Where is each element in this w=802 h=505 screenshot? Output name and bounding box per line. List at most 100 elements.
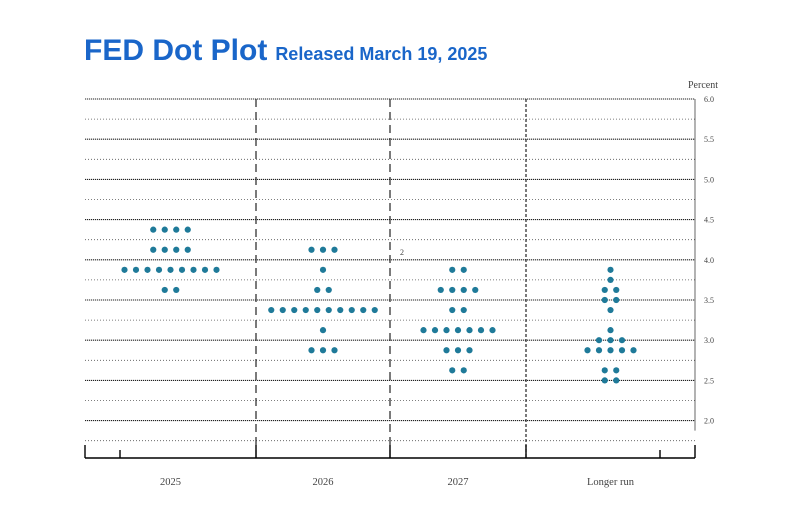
dot-point [173,246,180,253]
chart-title-block: FED Dot Plot Released March 19, 2025 [84,34,487,68]
y-tick-label: 5.0 [704,175,714,184]
dot-point [190,266,197,273]
dot-point [279,306,286,314]
dot-point [613,377,620,384]
dot-point [161,246,168,253]
dot-point [337,306,344,314]
dot-point [449,286,456,294]
dot-point [319,266,327,273]
dot-point [477,327,485,334]
dot-point [601,286,608,294]
dot-point [613,367,620,374]
dot-point [314,306,321,314]
x-category-label: 2026 [313,477,334,488]
dot-point [449,266,456,273]
y-tick-label: 6.0 [704,95,714,104]
y-tick-label: 4.5 [704,216,714,225]
dot-point [348,306,355,314]
dot-point [268,306,275,314]
dot-point [371,306,378,314]
dot-point [595,347,603,354]
dot-point [331,347,338,354]
dot-point [325,286,332,294]
dot-point [184,226,191,233]
dot-point [607,266,614,273]
chart-title: FED Dot Plot [84,34,268,67]
dot-point [601,296,608,304]
dot-point [466,327,473,334]
dot-point [161,226,168,233]
dot-point [325,306,332,314]
x-category-label: 2025 [160,477,181,488]
dot-point [132,266,140,273]
dot-point [449,367,456,374]
dot-point [308,246,315,253]
y-tick-label: 2.0 [704,417,714,426]
dot-point [121,266,128,273]
dot-point [460,286,467,294]
dot-point [319,347,327,354]
dot-point [607,347,614,354]
y-tick-label: 5.5 [704,135,714,144]
dot-point [607,327,614,334]
dot-point [360,306,367,314]
dot-point [460,306,467,314]
x-category-label: Longer run [587,477,635,488]
y-tick-label: 2.5 [704,376,714,385]
y-tick-label: 4.0 [704,256,714,265]
y-tick-label: 3.5 [704,296,714,305]
y-tick-labels: 6.0 5.5 5.0 4.5 4.0 3.5 3.0 2.5 2.0 [704,95,714,426]
dot-point [144,266,151,273]
dot-point [155,266,163,273]
dot-point [607,337,614,344]
dot-point [314,286,321,294]
dot-point [161,286,168,294]
dot-point [173,226,180,233]
dot-point [607,276,614,283]
dot-point [443,327,450,334]
dot-point [201,266,209,273]
dot-point [302,306,309,314]
dot-point [150,246,157,253]
dot-point [601,367,608,374]
annotation-label: 2 [400,248,404,257]
dot-point [420,327,427,334]
dot-point [431,327,439,334]
dot-point [584,347,591,354]
dot-point [454,327,462,334]
dot-point [331,246,338,253]
axes: Percent 2 [84,80,718,459]
dot-point [613,296,620,304]
dot-point [443,347,450,354]
dot-point [184,246,191,253]
dot-point [460,266,467,273]
dot-point [319,246,327,253]
dot-point [167,266,174,273]
chart-subtitle: Released March 19, 2025 [275,44,488,64]
y-axis-label: Percent [688,80,718,91]
dot-point [613,286,620,294]
dot-point [308,347,315,354]
dot-point [437,286,444,294]
dot-point [150,226,157,233]
dot-point [213,266,220,273]
x-category-labels: 2025 2026 2027 Longer run [160,477,635,488]
dot-point [630,347,637,354]
dot-point [618,337,626,344]
dot-point [173,286,180,294]
dot-point [460,367,467,374]
dot-point [449,306,456,314]
dot-point [601,377,608,384]
dot-point [618,347,626,354]
dot-point [595,337,603,344]
dot-point [466,347,473,354]
dots [121,226,637,384]
y-tick-label: 3.0 [704,336,714,345]
dot-point [607,306,614,314]
dot-point [291,306,298,314]
column-dividers [255,99,527,458]
dot-point [489,327,496,334]
dot-point [454,347,462,354]
dot-point [319,327,327,334]
